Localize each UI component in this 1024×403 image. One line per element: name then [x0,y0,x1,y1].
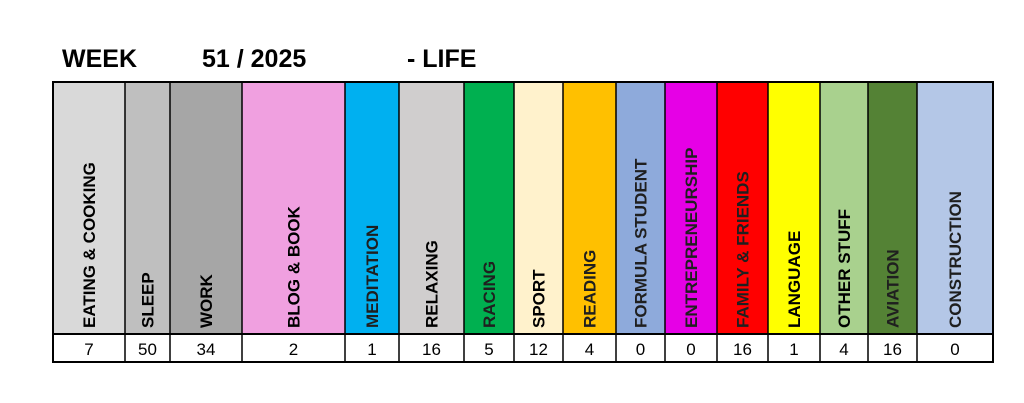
value-label-entrepreneurship: 0 [686,340,695,359]
category-label-work: WORK [197,273,216,328]
category-label-construction: CONSTRUCTION [946,191,965,328]
value-cell-language [768,334,820,362]
value-cell-aviation [868,334,917,362]
value-cell-relaxing [399,334,464,362]
value-label-racing: 5 [484,340,493,359]
value-cell-eating-and-cooking [53,334,125,362]
category-cell-reading [563,82,616,334]
value-label-eating-and-cooking: 7 [84,340,93,359]
category-cell-blog-and-book [242,82,345,334]
value-label-language: 1 [789,340,798,359]
week-number: 51 / 2025 [202,45,307,73]
category-label-other-stuff: OTHER STUFF [835,209,854,328]
value-label-formula-student: 0 [636,340,645,359]
category-label-language: LANGUAGE [785,231,804,328]
value-label-relaxing: 16 [422,340,441,359]
value-label-sleep: 50 [138,340,157,359]
category-cell-meditation [345,82,399,334]
value-label-other-stuff: 4 [839,340,848,359]
category-cell-sleep [125,82,170,334]
value-cell-sport [514,334,563,362]
category-label-relaxing: RELAXING [423,240,442,328]
value-cell-entrepreneurship [665,334,717,362]
category-cell-aviation [868,82,917,334]
value-label-blog-and-book: 2 [289,340,298,359]
category-cell-work [170,82,242,334]
value-label-construction: 0 [950,340,959,359]
section-title: - LIFE [407,45,477,73]
value-label-aviation: 16 [883,340,902,359]
value-cell-formula-student [616,334,665,362]
table-border [52,81,994,363]
category-cell-racing [464,82,514,334]
category-cell-eating-and-cooking [53,82,125,334]
value-label-family-and-friends: 16 [733,340,752,359]
category-label-aviation: AVIATION [884,249,903,328]
value-cell-work [170,334,242,362]
category-cell-sport [514,82,563,334]
value-cell-other-stuff [820,334,868,362]
value-cell-sleep [125,334,170,362]
category-label-eating-and-cooking: EATING & COOKING [80,162,99,328]
category-cell-relaxing [399,82,464,334]
category-cell-entrepreneurship [665,82,717,334]
value-cell-meditation [345,334,399,362]
category-label-formula-student: FORMULA STUDENT [632,158,651,328]
category-label-blog-and-book: BLOG & BOOK [285,205,304,328]
category-cell-family-and-friends [717,82,768,334]
value-label-work: 34 [197,340,216,359]
value-cell-racing [464,334,514,362]
value-label-sport: 12 [529,340,548,359]
category-label-entrepreneurship: ENTREPRENEURSHIP [682,148,701,328]
category-label-racing: RACING [480,261,499,328]
category-cell-other-stuff [820,82,868,334]
category-cell-language [768,82,820,334]
category-label-sport: SPORT [530,269,549,328]
value-cell-family-and-friends [717,334,768,362]
category-label-sleep: SLEEP [139,272,158,328]
value-label-meditation: 1 [367,340,376,359]
category-cell-construction [917,82,993,334]
value-cell-blog-and-book [242,334,345,362]
category-label-family-and-friends: FAMILY & FRIENDS [734,171,753,328]
category-cell-formula-student [616,82,665,334]
category-label-reading: READING [581,250,600,328]
category-label-meditation: MEDITATION [363,225,382,328]
value-cell-reading [563,334,616,362]
value-label-reading: 4 [585,340,594,359]
value-cell-construction [917,334,993,362]
week-label: WEEK [62,45,137,73]
